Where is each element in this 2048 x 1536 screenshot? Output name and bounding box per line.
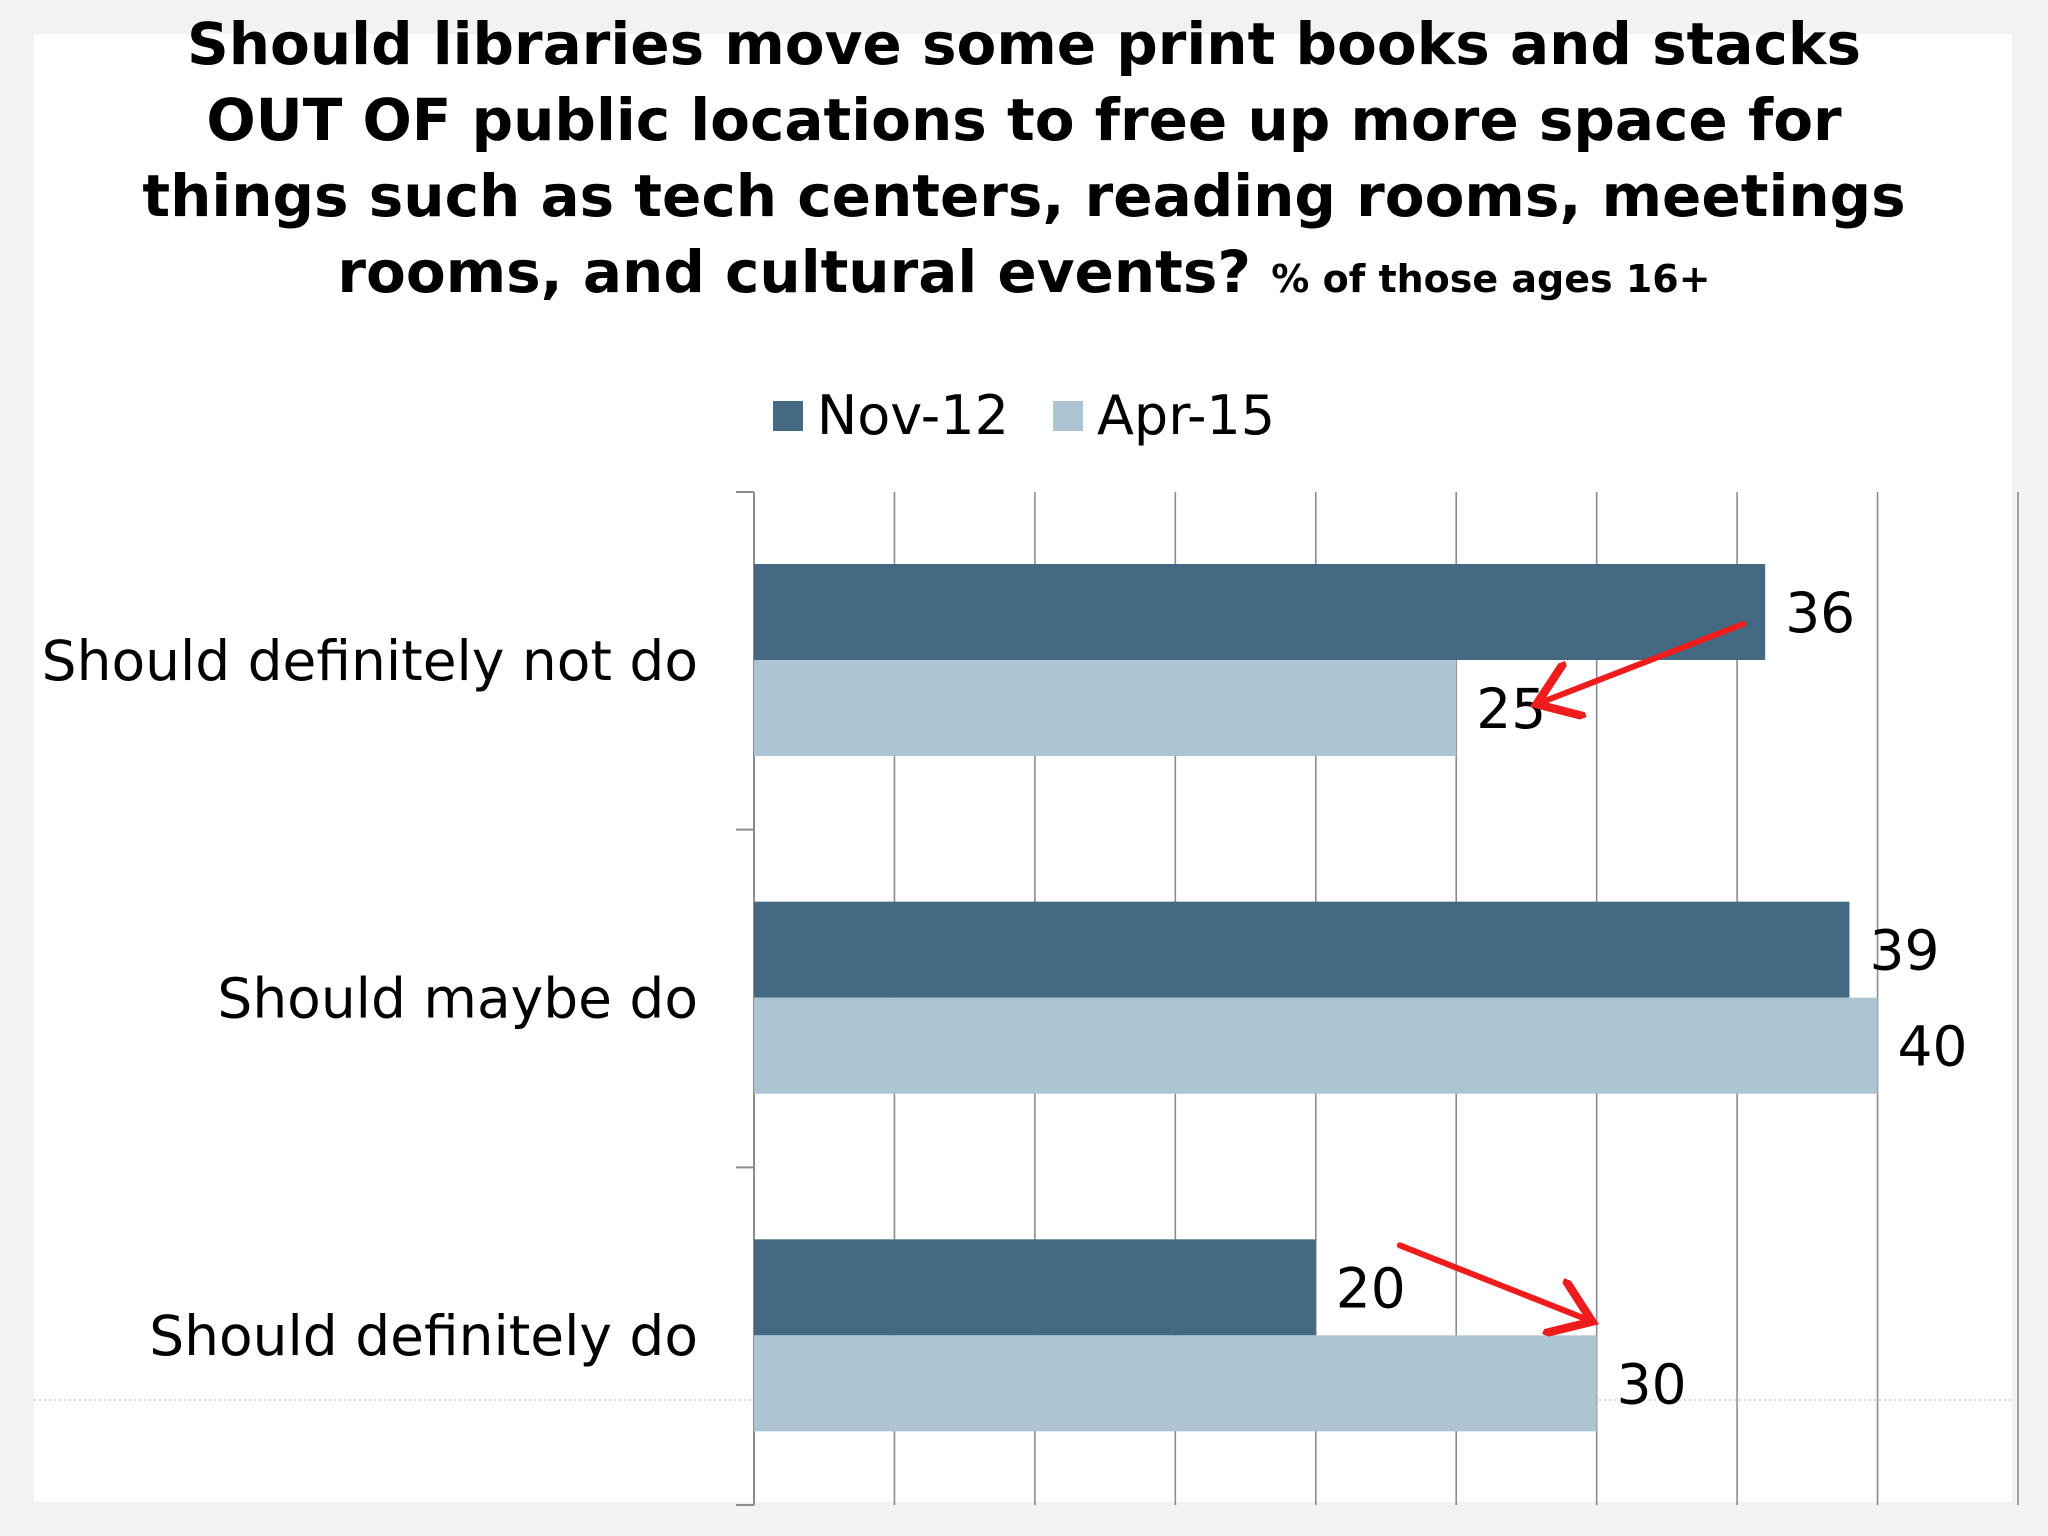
bar-nov-12-2 [754,901,1850,998]
bar-nov-12-1 [754,564,1766,660]
chart-bars [754,564,1878,1432]
legend-item-apr-15: Apr-15 [1052,384,1276,447]
category-label: Should definitely do [149,1304,698,1368]
red-arrow-annotation-1 [1542,621,1747,702]
data-label: 39 [1869,919,1939,983]
data-label: 25 [1476,677,1546,741]
data-label: 36 [1785,581,1855,645]
chart-annotations [1396,621,1747,1319]
title-line-1: Should libraries move some print books a… [186,10,1861,78]
title-line-2: OUT OF public locations to free up more … [206,86,1842,154]
legend-swatch-nov-12 [772,400,803,431]
legend-label-apr-15: Apr-15 [1096,384,1276,447]
legend-item-nov-12: Nov-12 [772,384,1009,447]
category-label: Should definitely not do [42,629,698,693]
legend-label-nov-12: Nov-12 [816,384,1009,447]
title-line-4-text: rooms, and cultural events? [337,238,1252,306]
chart-labels: Should definitely not do 36 25 Should maybe… [42,581,1968,1416]
data-label: 40 [1898,1015,1968,1079]
chart-subtitle: % of those ages 16+ [1271,257,1711,301]
legend-swatch-apr-15 [1052,400,1083,431]
bar-apr-15-3 [754,1335,1597,1432]
bar-apr-15-1 [754,660,1457,756]
title-line-3: things such as tech centers, reading roo… [142,162,1906,230]
bar-nov-12-3 [754,1239,1316,1336]
chart-legend: Nov-12 Apr-15 [0,384,2048,447]
bar-apr-15-2 [754,997,1878,1094]
data-label: 20 [1336,1256,1406,1320]
title-line-4: rooms, and cultural events? % of those a… [0,234,2048,317]
red-arrow-annotation-2 [1396,1242,1587,1319]
category-label: Should maybe do [217,967,698,1031]
chart-title: Should libraries move some print books a… [0,6,2048,317]
data-label: 30 [1617,1352,1687,1416]
